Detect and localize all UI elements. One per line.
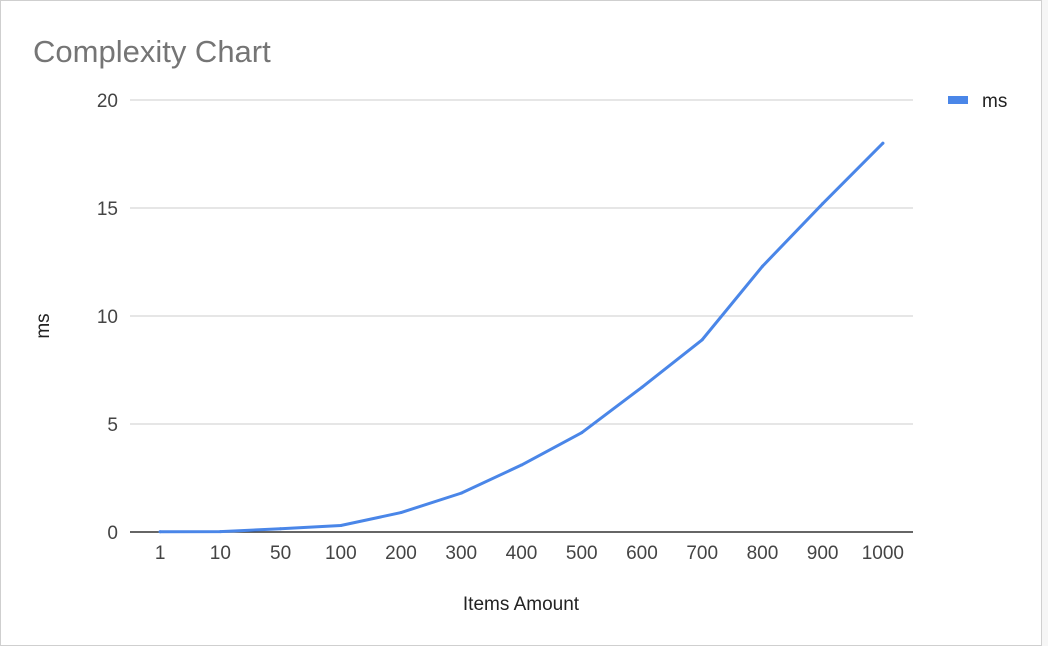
x-tick-label: 1000 xyxy=(862,543,904,564)
data-point xyxy=(700,338,704,342)
data-point xyxy=(520,463,523,467)
series-line-ms xyxy=(158,141,885,534)
legend-label-ms: ms xyxy=(982,91,1007,112)
x-tick-label: 500 xyxy=(566,543,598,564)
data-point xyxy=(640,385,644,389)
y-axis-ticks: 0 5 10 15 20 xyxy=(97,91,118,544)
data-point xyxy=(881,141,885,145)
x-tick-label: 200 xyxy=(385,543,417,564)
data-point xyxy=(279,527,283,531)
data-point xyxy=(580,431,584,435)
x-tick-label: 100 xyxy=(325,543,357,564)
data-point xyxy=(459,491,463,495)
y-tick-label: 15 xyxy=(97,199,118,220)
legend-swatch-ms xyxy=(948,96,968,104)
x-tick-label: 600 xyxy=(626,543,658,564)
x-tick-label: 300 xyxy=(445,543,477,564)
series-layer xyxy=(158,141,885,534)
y-axis-label: ms xyxy=(33,313,54,338)
y-tick-label: 10 xyxy=(97,307,118,328)
x-tick-label: 800 xyxy=(747,543,779,564)
legend: ms xyxy=(948,91,1007,112)
y-tick-label: 0 xyxy=(107,523,118,544)
sheet-edge xyxy=(1041,0,1048,646)
x-tick-label: 1 xyxy=(155,543,166,564)
x-axis-ticks: 1 10 50 100 200 300 400 500 600 700 800 900 1000 xyxy=(155,543,904,564)
x-tick-label: 50 xyxy=(270,543,291,564)
data-point xyxy=(218,530,222,534)
y-tick-label: 5 xyxy=(107,415,118,436)
data-point xyxy=(339,524,343,528)
x-tick-label: 10 xyxy=(210,543,231,564)
data-point xyxy=(158,530,162,534)
x-tick-label: 900 xyxy=(807,543,839,564)
x-tick-label: 400 xyxy=(506,543,538,564)
x-axis-label: Items Amount xyxy=(463,594,580,615)
gridlines xyxy=(130,99,913,533)
y-tick-label: 20 xyxy=(97,91,118,112)
data-point xyxy=(821,202,825,206)
x-tick-label: 700 xyxy=(686,543,718,564)
data-point xyxy=(760,264,764,268)
chart-title: Complexity Chart xyxy=(33,34,271,69)
data-point xyxy=(399,511,403,515)
